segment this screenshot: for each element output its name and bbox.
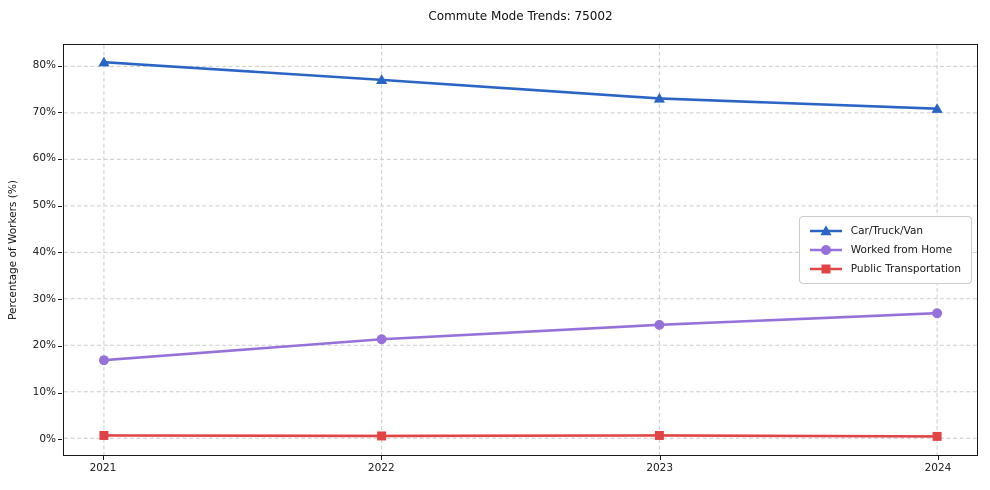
x-tick-label: 2021 xyxy=(89,462,117,474)
y-tick-label: 70% xyxy=(32,105,56,118)
legend-item: Car/Truck/Van xyxy=(809,224,961,238)
legend-label: Car/Truck/Van xyxy=(850,225,924,237)
y-tick-mark xyxy=(58,439,62,441)
chart-title: Commute Mode Trends: 75002 xyxy=(428,9,613,23)
x-tick-label: 2022 xyxy=(367,462,395,474)
y-tick-mark xyxy=(58,112,62,114)
legend: Car/Truck/Van Worked from Home Public Tran… xyxy=(798,216,972,284)
x-tick-mark xyxy=(381,456,383,460)
y-tick-label: 80% xyxy=(32,59,56,71)
y-tick-mark xyxy=(58,252,62,254)
legend-marker-triangle-icon xyxy=(809,225,842,236)
legend-marker-circle-icon xyxy=(809,245,842,255)
legend-item: Public Transportation xyxy=(809,262,961,276)
y-tick-mark xyxy=(58,392,62,394)
y-tick-mark xyxy=(58,345,62,347)
x-tick-mark xyxy=(659,456,661,460)
legend-marker-square-icon xyxy=(809,264,842,274)
y-tick-mark xyxy=(58,65,62,67)
y-tick-mark xyxy=(58,158,62,161)
legend-label: Worked from Home xyxy=(850,244,953,256)
legend-label: Public Transportation xyxy=(850,263,961,275)
y-tick-label: 20% xyxy=(32,339,56,352)
x-tick-mark xyxy=(103,456,105,460)
y-tick-label: 10% xyxy=(32,386,56,398)
y-tick-mark xyxy=(58,299,62,301)
legend-item: Worked from Home xyxy=(809,243,961,257)
x-tick-label: 2023 xyxy=(646,462,674,474)
y-tick-mark xyxy=(58,205,62,207)
y-tick-label: 60% xyxy=(32,152,56,165)
x-tick-mark xyxy=(938,456,940,460)
y-tick-label: 40% xyxy=(32,245,56,258)
plot-area: Car/Truck/Van Worked from Home Public Tran… xyxy=(63,44,978,456)
y-tick-label: 0% xyxy=(39,432,56,445)
y-tick-label: 30% xyxy=(32,292,56,305)
x-tick-label: 2024 xyxy=(924,462,952,474)
y-tick-label: 50% xyxy=(32,199,56,212)
